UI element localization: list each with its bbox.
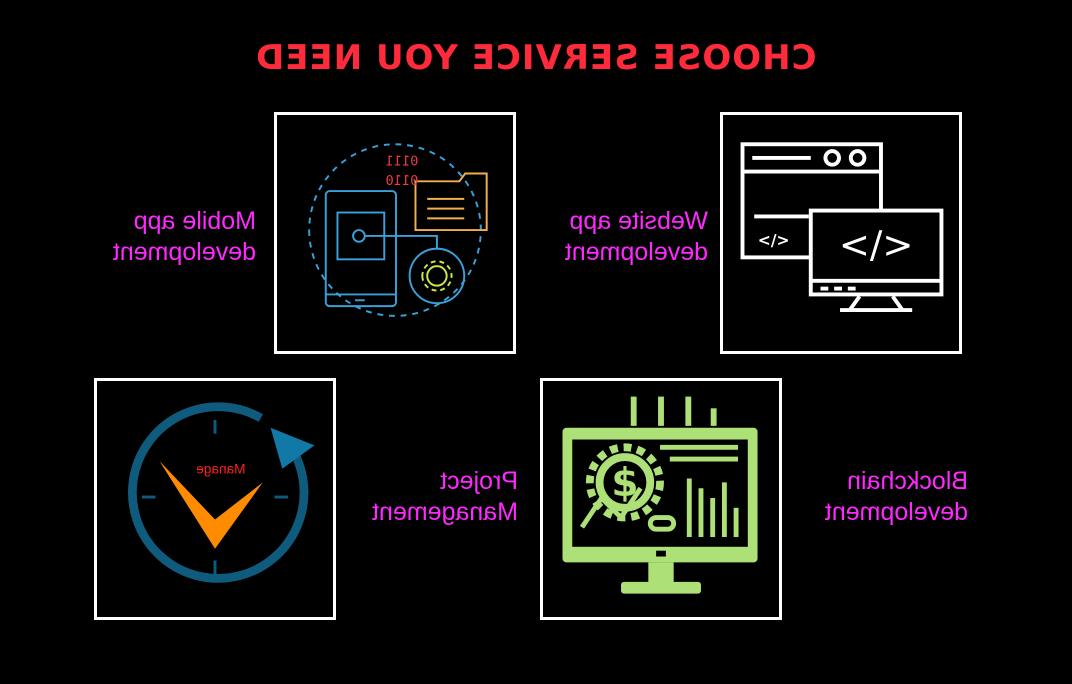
label-line-2: development [824,498,968,526]
mobile-app-icon: 0111 0110 [308,143,488,317]
project-management-label: Project Management [350,466,518,528]
manage-badge: Manage [196,462,245,477]
website-code-icon: </> </> [740,142,944,312]
website-app-card[interactable]: </> </> [720,112,962,354]
mobile-app-card[interactable]: 0111 0110 [274,112,516,354]
project-management-card[interactable]: Manage [94,378,336,620]
label-line-1: Mobile app [133,207,256,235]
label-line-1: Blockchain [847,467,968,495]
website-app-label: Website app development [516,206,708,268]
label-line-1: Project [440,467,518,495]
blockchain-monitor-icon: $ [562,396,758,594]
label-line-2: development [564,238,708,266]
blockchain-card[interactable]: $ [540,378,782,620]
label-line-2: development [112,238,256,266]
clock-icon: Manage [128,402,315,583]
code-symbol: </> [839,223,914,266]
label-line-2: Management [372,498,518,526]
mobile-app-label: Mobile app development [60,206,256,268]
binary-text-1: 0111 [386,154,419,170]
binary-text-2: 0110 [386,173,419,189]
page-title: CHOOSE SERVICE YOU NEED [255,38,817,78]
blockchain-label: Blockchain development [800,466,968,528]
label-line-1: Website app [569,207,708,235]
small-code-symbol: </> [758,232,790,250]
